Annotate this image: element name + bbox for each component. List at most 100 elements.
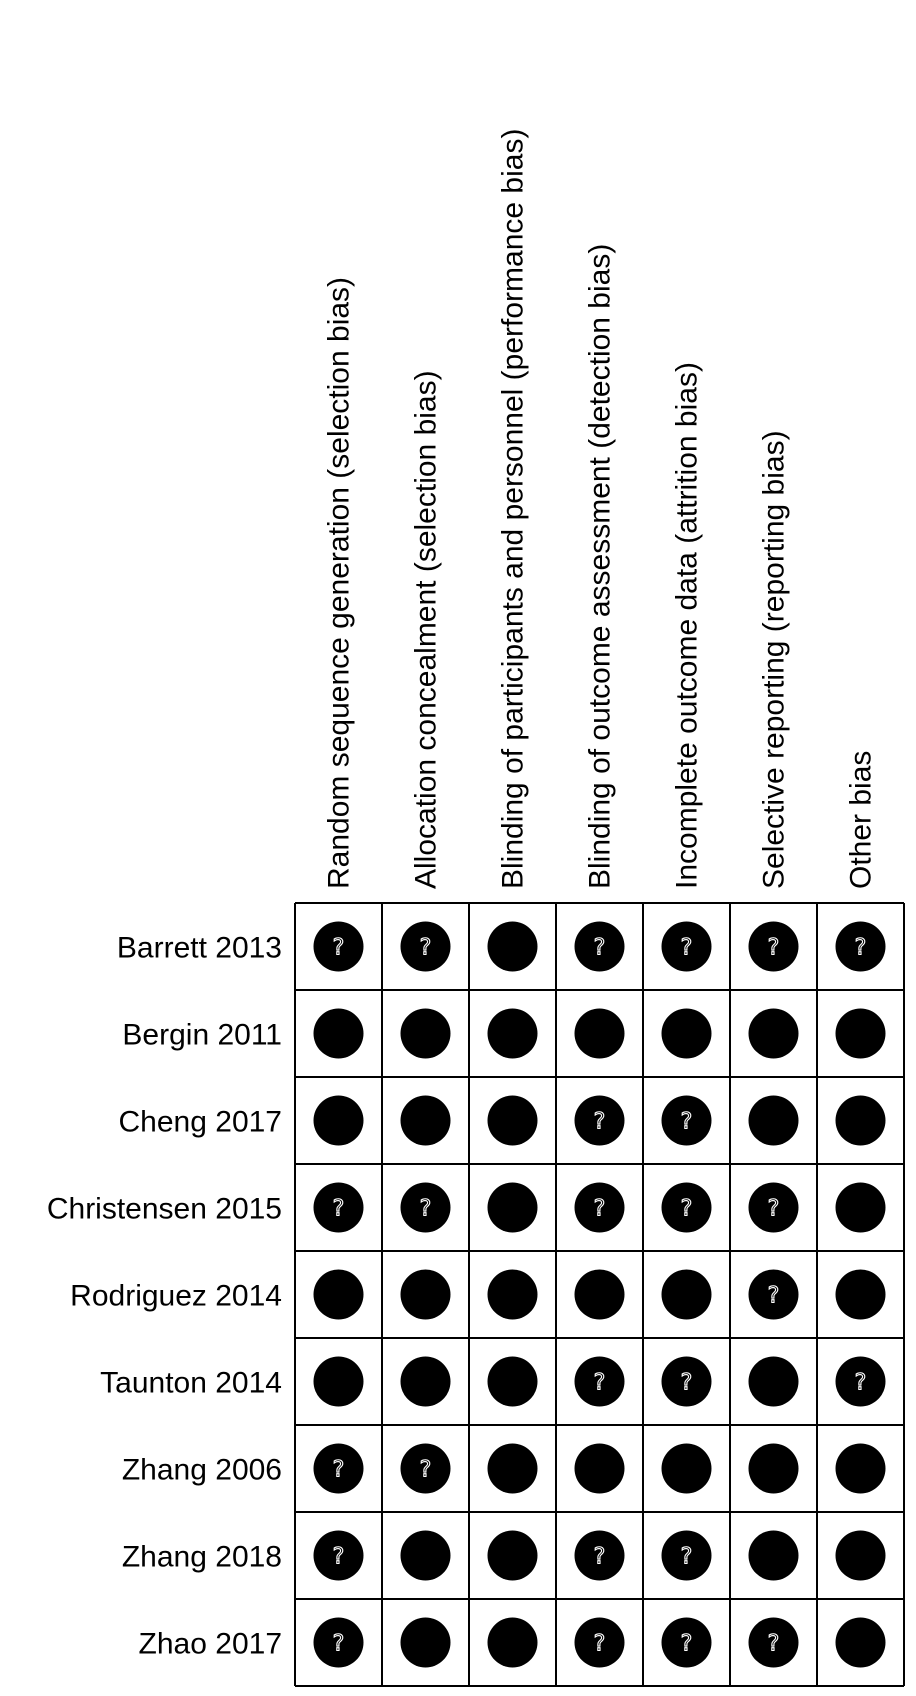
unclear-risk-dot: ? [574,1617,625,1668]
row-label: Zhang 2018 [122,1541,282,1574]
dot-circle [487,1269,538,1320]
risk-dot [400,1617,451,1668]
question-mark-icon: ? [594,936,606,961]
question-mark-icon: ? [681,1632,693,1657]
dot-circle [835,1530,886,1581]
row-label: Cheng 2017 [119,1106,282,1139]
unclear-risk-dot: ? [574,1095,625,1146]
risk-dot [661,1269,712,1320]
question-mark-icon: ? [333,1197,345,1222]
risk-dot [835,1530,886,1581]
dot-circle [400,921,451,972]
unclear-risk-dot: ? [835,1356,886,1407]
dot-circle [835,1095,886,1146]
dot-circle [661,1182,712,1233]
question-mark-icon: ? [681,1197,693,1222]
risk-dot [487,1095,538,1146]
question-mark-icon: ? [333,1632,345,1657]
dot-circle [487,1356,538,1407]
cells: ?????????????????????????? [313,921,886,1668]
dot-circle [574,1530,625,1581]
dot-circle [748,1008,799,1059]
risk-dot [400,1095,451,1146]
risk-dot [487,1182,538,1233]
risk-dot [313,1095,364,1146]
unclear-risk-dot: ? [661,1617,712,1668]
dot-circle [574,921,625,972]
dot-circle [487,1182,538,1233]
risk-dot [400,1356,451,1407]
column-header: Other bias [845,751,878,889]
question-mark-icon: ? [681,1371,693,1396]
risk-dot [748,1356,799,1407]
dot-circle [400,1356,451,1407]
dot-circle [313,1443,364,1494]
question-mark-icon: ? [333,1545,345,1570]
dot-circle [400,1008,451,1059]
dot-circle [487,1095,538,1146]
question-mark-icon: ? [333,1458,345,1483]
column-header: Selective reporting (reporting bias) [758,430,791,889]
dot-circle [661,1269,712,1320]
risk-dot [835,1095,886,1146]
question-mark-icon: ? [594,1197,606,1222]
risk-dot [400,1008,451,1059]
risk-dot [487,1617,538,1668]
risk-dot [661,1008,712,1059]
unclear-risk-dot: ? [574,1356,625,1407]
unclear-risk-dot: ? [574,1530,625,1581]
dot-circle [661,1356,712,1407]
question-mark-icon: ? [681,936,693,961]
column-header: Blinding of participants and personnel (… [497,129,530,889]
row-label: Bergin 2011 [122,1019,282,1052]
question-mark-icon: ? [594,1371,606,1396]
dot-circle [313,1356,364,1407]
unclear-risk-dot: ? [661,1182,712,1233]
dot-circle [748,1269,799,1320]
dot-circle [487,1530,538,1581]
dot-circle [487,1617,538,1668]
column-header: Blinding of outcome assessment (detectio… [584,244,617,889]
dot-circle [313,1008,364,1059]
unclear-risk-dot: ? [748,1269,799,1320]
unclear-risk-dot: ? [313,921,364,972]
dot-circle [400,1269,451,1320]
risk-dot [748,1443,799,1494]
dot-circle [487,1008,538,1059]
risk-dot [574,1443,625,1494]
row-label: Barrett 2013 [117,932,282,965]
dot-circle [835,1443,886,1494]
dot-circle [748,921,799,972]
dot-circle [748,1617,799,1668]
risk-dot [487,1530,538,1581]
unclear-risk-dot: ? [574,921,625,972]
dot-circle [661,1095,712,1146]
dot-circle [400,1443,451,1494]
dot-circle [835,1008,886,1059]
risk-dot [661,1443,712,1494]
risk-dot [487,1008,538,1059]
dot-circle [313,1617,364,1668]
column-header: Incomplete outcome data (attrition bias) [671,362,704,889]
unclear-risk-dot: ? [661,921,712,972]
row-labels: Barrett 2013 Bergin 2011 Cheng 2017 Christe… [47,932,282,1661]
unclear-risk-dot: ? [661,1356,712,1407]
risk-dot [487,1356,538,1407]
question-mark-icon: ? [681,1545,693,1570]
dot-circle [661,1443,712,1494]
row-label: Christensen 2015 [47,1193,282,1226]
dot-circle [487,921,538,972]
risk-dot [835,1269,886,1320]
unclear-risk-dot: ? [313,1530,364,1581]
dot-circle [574,1617,625,1668]
unclear-risk-dot: ? [313,1443,364,1494]
dot-circle [574,1356,625,1407]
risk-dot [748,1095,799,1146]
unclear-risk-dot: ? [661,1095,712,1146]
dot-circle [661,1008,712,1059]
unclear-risk-dot: ? [313,1617,364,1668]
question-mark-icon: ? [420,936,432,961]
dot-circle [661,1530,712,1581]
column-header: Allocation concealment (selection bias) [410,370,443,889]
row-label: Rodriguez 2014 [70,1280,282,1313]
